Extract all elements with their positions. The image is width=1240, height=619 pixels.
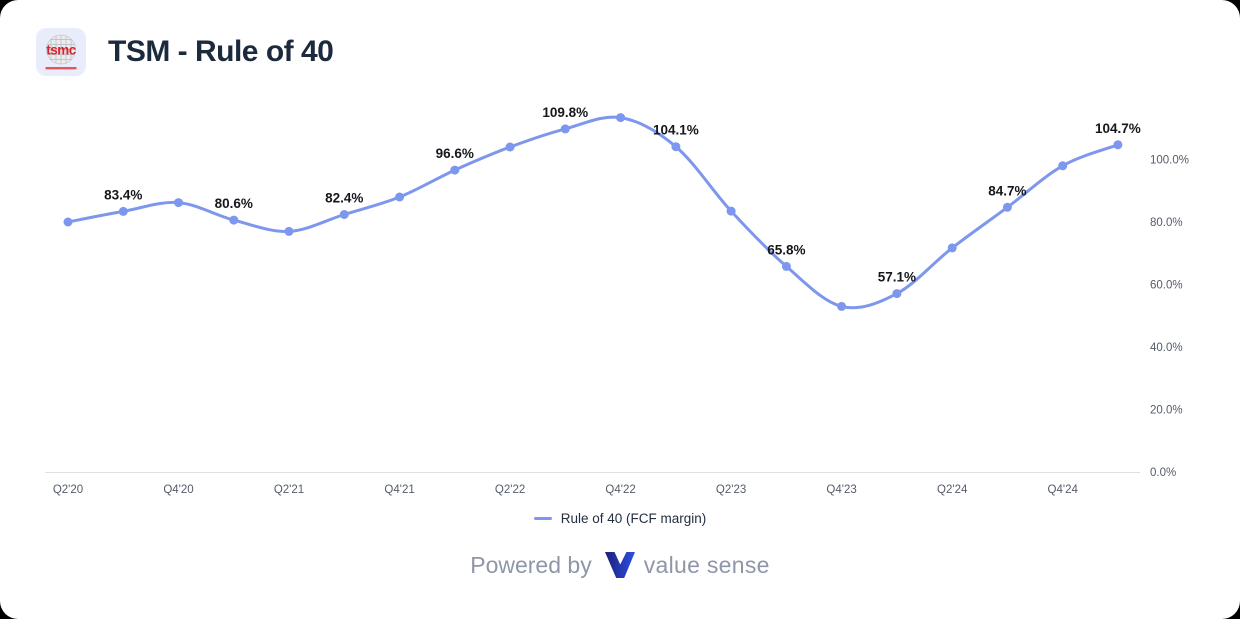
x-tick-label: Q2'20 xyxy=(53,484,83,496)
data-point-label: 82.4% xyxy=(325,191,363,206)
tsmc-logo-underline xyxy=(45,67,77,70)
data-point[interactable] xyxy=(174,198,183,208)
data-point[interactable] xyxy=(339,210,349,219)
data-point-label: 96.6% xyxy=(436,146,474,161)
y-tick-label: 100.0% xyxy=(1150,155,1189,167)
series-line xyxy=(66,115,1120,310)
y-tick-label: 0.0% xyxy=(1150,467,1176,479)
legend-line-swatch xyxy=(533,517,552,520)
x-tick-label: Q2'23 xyxy=(716,484,746,496)
brand-name: value sense xyxy=(643,551,770,578)
data-point[interactable] xyxy=(726,206,736,216)
x-tick-label: Q2'24 xyxy=(937,484,968,496)
x-tick-label: Q2'22 xyxy=(495,484,525,496)
y-tick-label: 80.0% xyxy=(1150,217,1183,229)
y-tick-label: 20.0% xyxy=(1150,405,1183,417)
data-point-label: 80.6% xyxy=(215,196,253,211)
footer: Powered by value sense xyxy=(0,551,1240,579)
data-point[interactable] xyxy=(781,261,791,271)
x-tick-label: Q4'21 xyxy=(384,484,414,496)
x-tick-label: Q4'22 xyxy=(605,484,635,496)
data-point-label: 104.1% xyxy=(653,123,699,138)
data-point[interactable] xyxy=(837,301,847,311)
data-point[interactable] xyxy=(505,142,515,152)
data-point-label: 83.4% xyxy=(104,187,142,202)
x-tick-label: Q4'20 xyxy=(163,484,193,496)
tsmc-logo: tsmc xyxy=(36,28,86,76)
data-point[interactable] xyxy=(671,142,681,152)
data-point-label: 84.7% xyxy=(988,183,1026,198)
x-tick-label: Q2'21 xyxy=(274,484,304,496)
data-point-label: 104.7% xyxy=(1095,121,1141,136)
header: tsmc TSM - Rule of 40 xyxy=(36,28,334,76)
chart-legend[interactable]: Rule of 40 (FCF margin) xyxy=(0,511,1240,526)
data-point[interactable] xyxy=(229,215,239,225)
data-point[interactable] xyxy=(284,226,294,236)
page-title: TSM - Rule of 40 xyxy=(108,35,334,68)
data-point[interactable] xyxy=(450,165,460,175)
data-point[interactable] xyxy=(63,217,73,227)
data-point-label: 109.8% xyxy=(542,105,588,120)
tsmc-logo-text: tsmc xyxy=(46,43,77,58)
powered-by-text: Powered by xyxy=(470,551,592,578)
x-tick-label: Q4'23 xyxy=(826,484,856,496)
data-point[interactable] xyxy=(947,243,957,253)
y-tick-label: 40.0% xyxy=(1150,342,1183,354)
data-point[interactable] xyxy=(1002,202,1012,212)
data-point[interactable] xyxy=(395,192,405,202)
legend-label: Rule of 40 (FCF margin) xyxy=(560,511,707,526)
data-point[interactable] xyxy=(1113,140,1123,150)
value-sense-link[interactable]: value sense xyxy=(604,551,770,579)
data-point[interactable] xyxy=(892,289,902,299)
data-point-label: 65.8% xyxy=(767,242,805,257)
x-tick-label: Q4'24 xyxy=(1048,484,1079,496)
data-point[interactable] xyxy=(1058,161,1068,171)
data-point[interactable] xyxy=(560,124,570,134)
data-point-label: 57.1% xyxy=(878,270,916,285)
data-point[interactable] xyxy=(616,113,626,123)
y-tick-label: 60.0% xyxy=(1150,280,1183,292)
value-sense-logo-icon xyxy=(604,552,635,578)
data-point[interactable] xyxy=(118,206,128,216)
